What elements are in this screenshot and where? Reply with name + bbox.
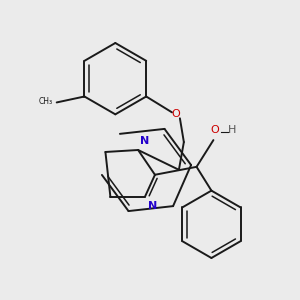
Text: O: O xyxy=(172,109,180,119)
Text: N: N xyxy=(140,136,149,146)
Text: H: H xyxy=(228,125,236,135)
Text: O: O xyxy=(210,125,219,135)
Text: N: N xyxy=(148,200,157,211)
Text: CH₃: CH₃ xyxy=(39,97,53,106)
